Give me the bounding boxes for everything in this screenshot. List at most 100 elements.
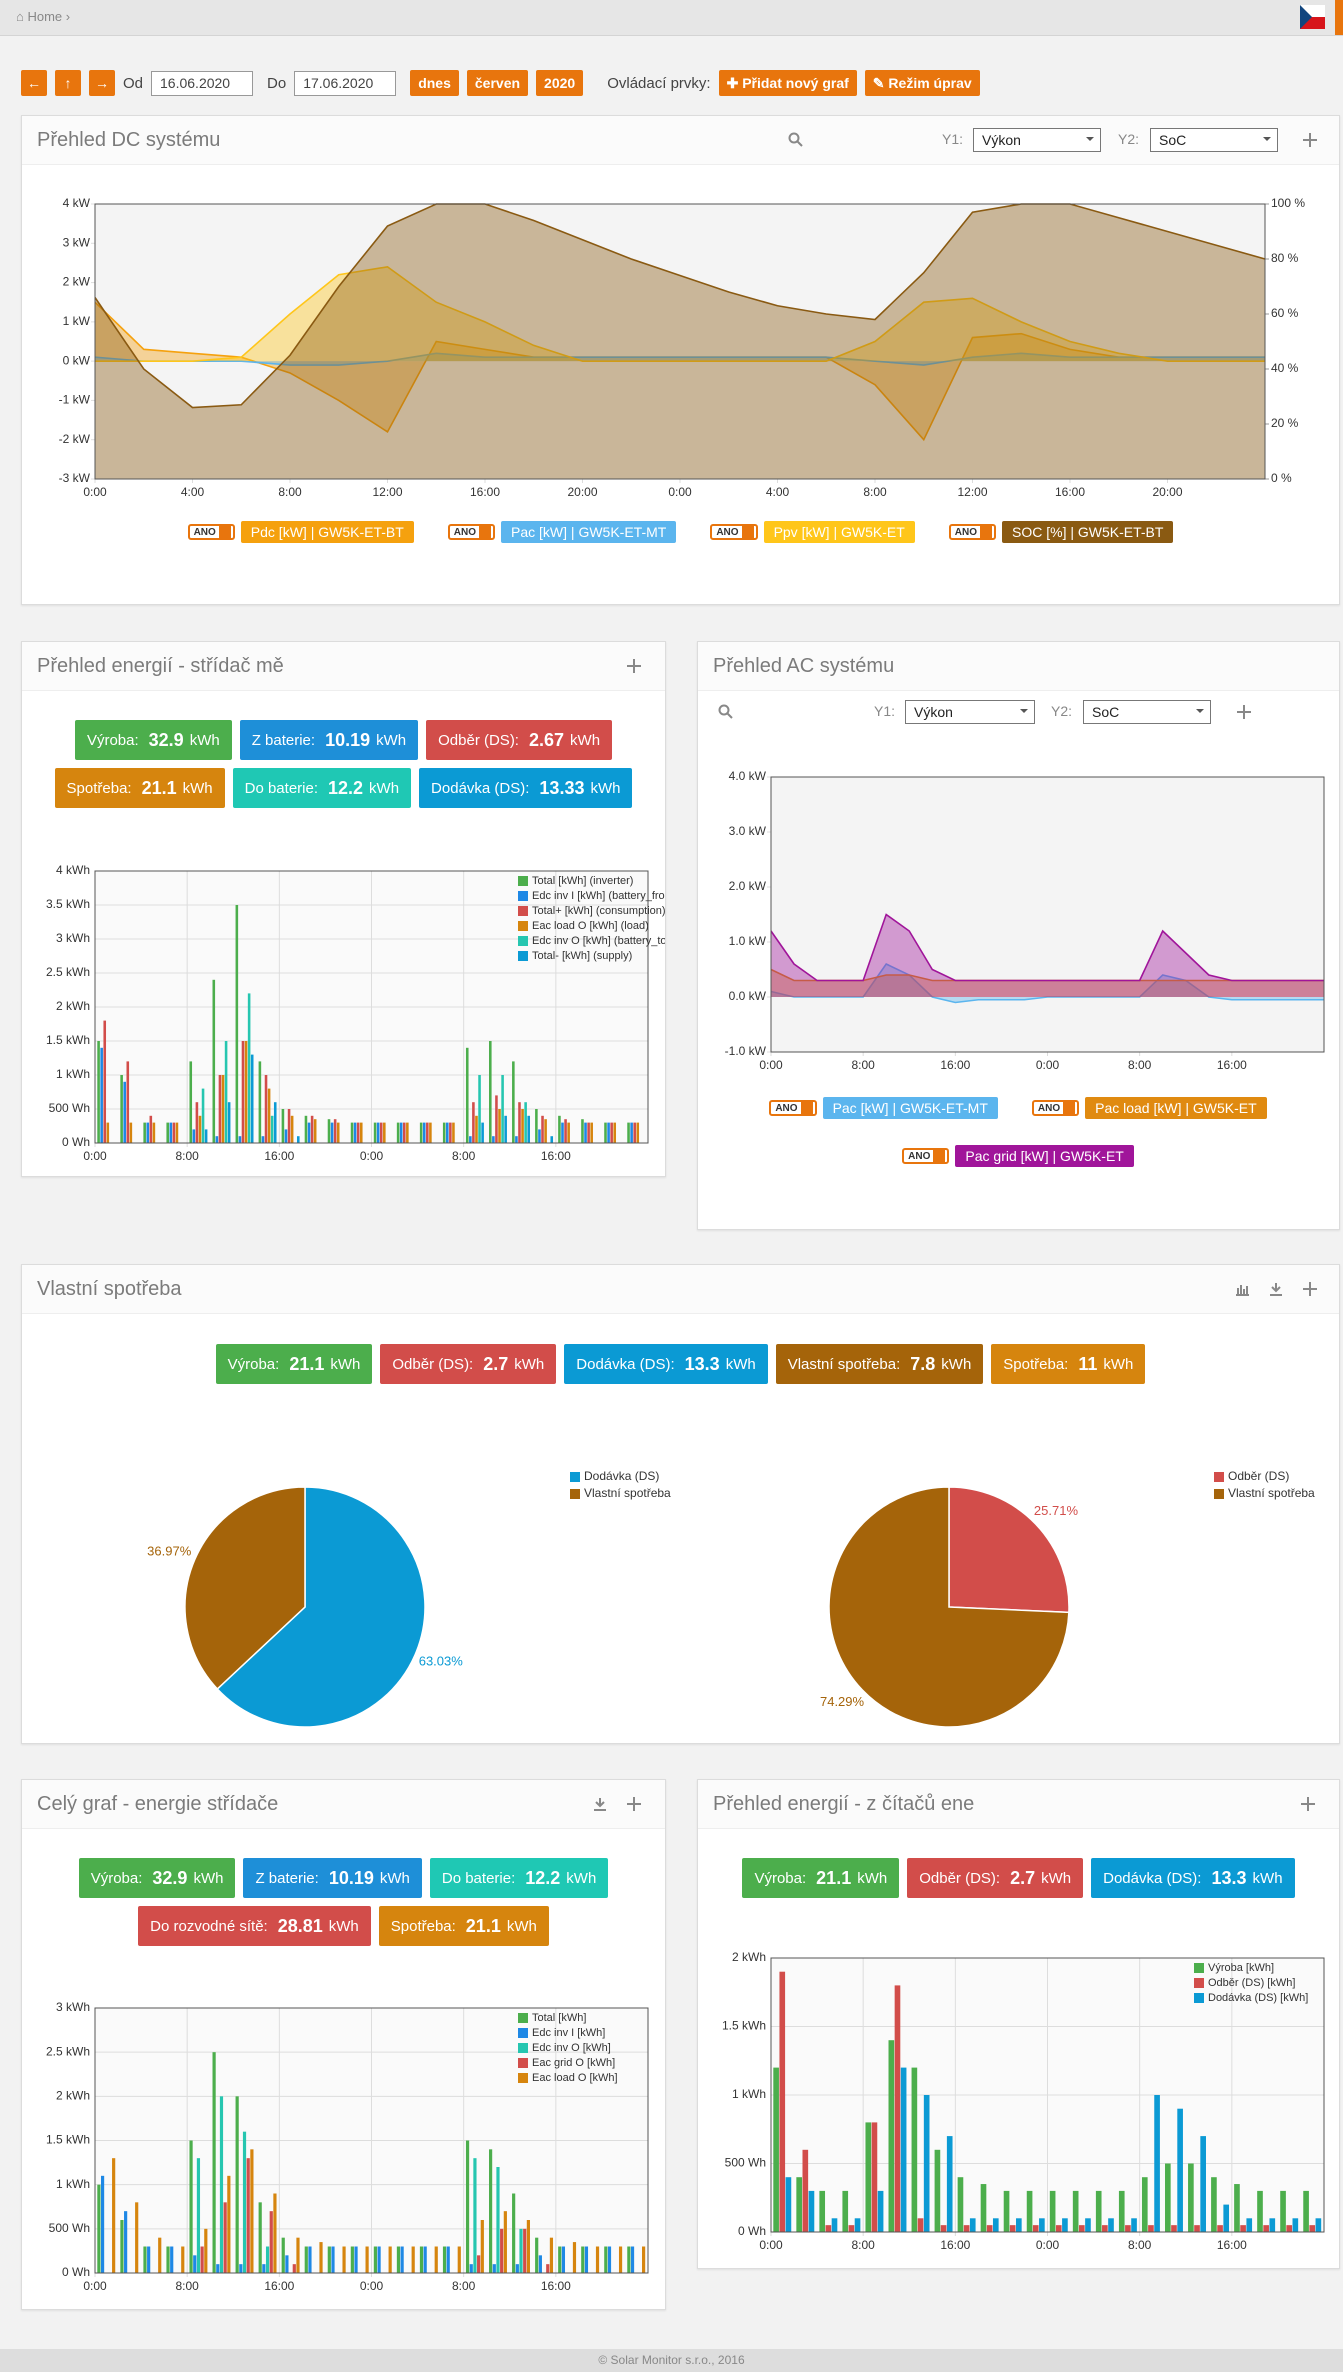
toggle[interactable]: ANO [902,1148,950,1164]
panel-dc: Přehled DC systému Y1: Výkon Y2: SoC -3 … [21,115,1340,605]
y2-select[interactable]: SoC [1150,128,1278,152]
toggle[interactable]: ANO [1031,1100,1080,1116]
toggle[interactable]: ANO [447,524,496,540]
plot-frame [94,203,1266,480]
badge-label: Vlastní spotřeba: [787,1355,901,1373]
breadcrumb[interactable]: ⌂ Home › [16,9,71,24]
move-icon[interactable] [1302,132,1318,148]
bar [239,2264,243,2273]
move-icon[interactable] [1236,704,1252,720]
bar [478,1075,481,1143]
bar [215,1136,219,1143]
toolbar: ← ↑ → Od 16.06.2020 Do 17.06.2020 dnes č… [21,70,988,96]
edit-mode-button[interactable]: ✎ Režim úprav [864,70,980,96]
y2-label: Y2: [1051,703,1073,719]
badge-value: 21.1 [141,777,177,798]
bar [969,2218,976,2232]
bar [246,2158,250,2273]
bar [373,2246,377,2273]
move-icon[interactable] [1302,1281,1318,1297]
badge-label: Do baterie: [244,779,318,797]
stat-badge: Vlastní spotřeba: 7.8 kWh [775,1344,984,1384]
to-input[interactable]: 17.06.2020 [294,70,397,96]
download-icon[interactable] [1268,1281,1284,1297]
toggle-box [218,526,231,538]
zoom-icon[interactable] [718,704,734,720]
series-area [771,964,1324,1003]
prev-button[interactable]: ← [21,70,47,96]
bar [636,1122,640,1143]
bar [1263,2225,1269,2232]
up-button[interactable]: ↑ [55,70,81,96]
edit-mode-text[interactable]: Režim úprav [888,75,972,91]
bar [242,2131,247,2273]
toggle[interactable]: ANO [769,1100,817,1116]
add-graph-text[interactable]: Přidat nový graf [742,75,849,91]
legend-swatch [570,1489,580,1499]
download-icon[interactable] [592,1796,608,1812]
bar [112,2158,116,2273]
panel-meters: Přehled energií - z čítačů ene Výroba: 21… [697,1779,1340,2269]
toggle[interactable]: ANO [710,524,758,540]
home-link[interactable]: Home [27,9,63,24]
bar [100,1047,103,1143]
bar [434,2246,438,2273]
y1-select[interactable]: Výkon [973,128,1101,152]
series-area [95,266,1265,362]
bar [327,1119,331,1143]
bar [292,2264,296,2273]
move-icon[interactable] [626,658,642,674]
y2-select[interactable]: SoC [1083,700,1211,724]
bar [227,2175,231,2273]
toggle[interactable]: ANO [187,524,235,540]
bar [515,1136,518,1143]
bar [519,2228,523,2273]
badge-unit: kWh [193,1869,224,1887]
year-button[interactable]: 2020 [536,70,584,96]
move-icon[interactable] [626,1796,642,1812]
from-input[interactable]: 16.06.2020 [151,70,254,96]
chart-icon[interactable] [1234,1281,1250,1297]
bar [567,1122,570,1143]
legend-label: Edc inv O [kWh] [532,2042,611,2054]
bar [399,1122,403,1143]
x-tick-label: 20:00 [1152,485,1182,499]
toggle-box [1063,1102,1076,1114]
bar [419,1122,423,1143]
bar [383,1122,386,1143]
bar [1257,2190,1263,2232]
toggle[interactable]: ANO [948,524,996,540]
flag-cz[interactable] [1300,5,1325,29]
badge-unit: kWh [941,1355,972,1373]
badge-label: Výroba: [227,1355,280,1373]
x-tick-label: 16:00 [1055,485,1085,499]
bar [143,1122,146,1143]
x-tick-label: 16:00 [470,485,500,499]
bar [1118,2190,1125,2232]
bar [235,2096,239,2273]
next-button[interactable]: → [89,70,115,96]
bar [564,1119,567,1143]
legend-label: Pac [kW] | GW5K-ET-MT [501,521,677,543]
bar [376,1122,380,1143]
bar [204,1129,208,1143]
month-button[interactable]: červen [466,70,529,96]
x-tick-label: 0:00 [759,2238,783,2250]
bar [284,1129,288,1143]
plot-frame [770,1957,1325,2233]
add-graph-button[interactable]: ✚ Přidat nový graf [718,70,857,96]
x-tick-label: 4:00 [766,485,790,499]
badge-label: Do baterie: [441,1869,516,1887]
zoom-icon[interactable] [788,132,804,148]
orange-tab[interactable] [1335,0,1343,35]
move-icon[interactable] [1300,1796,1316,1812]
badge-value: 21.1 [289,1353,325,1374]
bar [627,2246,631,2273]
bar [1315,2218,1322,2232]
today-button[interactable]: dnes [410,70,459,96]
y1-select[interactable]: Výkon [905,700,1035,724]
panel-header: Přehled DC systému Y1: Výkon Y2: SoC [22,116,1339,165]
bar [442,1122,446,1143]
bar [1303,2190,1309,2232]
badge-unit: kWh [328,1917,359,1935]
